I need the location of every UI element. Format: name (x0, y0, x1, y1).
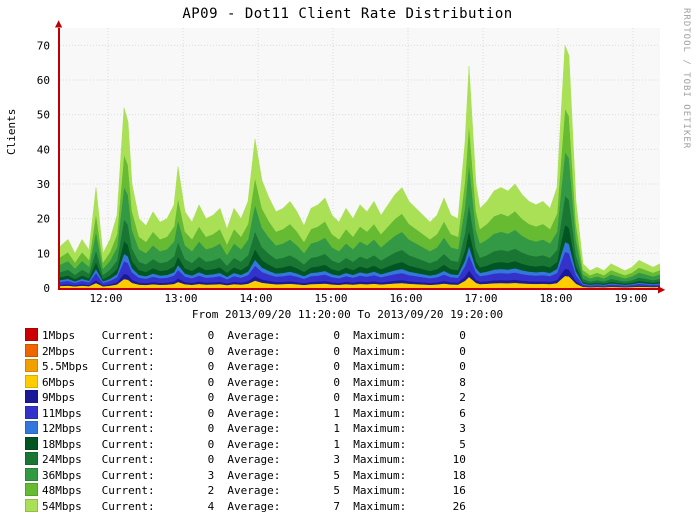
watermark: RRDTOOL / TOBI OETIKER (681, 8, 691, 149)
svg-text:30: 30 (37, 178, 50, 191)
legend-row: 12Mbps Current: 0 Average: 1 Maximum: 3 (25, 421, 466, 437)
legend-text: 18Mbps Current: 0 Average: 1 Maximum: 5 (42, 438, 466, 451)
legend-text: 6Mbps Current: 0 Average: 0 Maximum: 8 (42, 376, 466, 389)
legend-text: 11Mbps Current: 0 Average: 1 Maximum: 6 (42, 407, 466, 420)
svg-text:19:00: 19:00 (614, 292, 647, 305)
svg-text:17:00: 17:00 (464, 292, 497, 305)
legend-row: 36Mbps Current: 3 Average: 5 Maximum: 18 (25, 468, 466, 484)
legend-row: 11Mbps Current: 0 Average: 1 Maximum: 6 (25, 406, 466, 422)
plot-svg (60, 28, 660, 288)
legend-swatch (25, 359, 38, 372)
svg-text:13:00: 13:00 (164, 292, 197, 305)
legend-text: 24Mbps Current: 0 Average: 3 Maximum: 10 (42, 453, 466, 466)
svg-text:16:00: 16:00 (389, 292, 422, 305)
legend-text: 36Mbps Current: 3 Average: 5 Maximum: 18 (42, 469, 466, 482)
legend-swatch (25, 452, 38, 465)
time-range-caption: From 2013/09/20 11:20:00 To 2013/09/20 1… (0, 308, 695, 321)
svg-text:20: 20 (37, 213, 50, 226)
svg-text:15:00: 15:00 (314, 292, 347, 305)
svg-text:18:00: 18:00 (539, 292, 572, 305)
svg-text:12:00: 12:00 (89, 292, 122, 305)
svg-text:70: 70 (37, 39, 50, 52)
legend-swatch (25, 406, 38, 419)
legend: 1Mbps Current: 0 Average: 0 Maximum: 0 2M… (25, 328, 466, 514)
svg-text:40: 40 (37, 143, 50, 156)
legend-row: 2Mbps Current: 0 Average: 0 Maximum: 0 (25, 344, 466, 360)
legend-row: 6Mbps Current: 0 Average: 0 Maximum: 8 (25, 375, 466, 391)
svg-text:14:00: 14:00 (239, 292, 272, 305)
legend-row: 54Mbps Current: 4 Average: 7 Maximum: 26 (25, 499, 466, 514)
legend-swatch (25, 483, 38, 496)
y-axis-ticks: 0 10 20 30 40 50 60 70 (0, 28, 58, 318)
legend-text: 48Mbps Current: 2 Average: 5 Maximum: 16 (42, 484, 466, 497)
plot-area (58, 28, 660, 290)
legend-text: 9Mbps Current: 0 Average: 0 Maximum: 2 (42, 391, 466, 404)
legend-text: 54Mbps Current: 4 Average: 7 Maximum: 26 (42, 500, 466, 513)
legend-row: 18Mbps Current: 0 Average: 1 Maximum: 5 (25, 437, 466, 453)
svg-text:50: 50 (37, 109, 50, 122)
legend-swatch (25, 328, 38, 341)
svg-text:60: 60 (37, 74, 50, 87)
legend-swatch (25, 437, 38, 450)
legend-swatch (25, 344, 38, 357)
legend-text: 12Mbps Current: 0 Average: 1 Maximum: 3 (42, 422, 466, 435)
legend-row: 9Mbps Current: 0 Average: 0 Maximum: 2 (25, 390, 466, 406)
legend-swatch (25, 421, 38, 434)
legend-row: 1Mbps Current: 0 Average: 0 Maximum: 0 (25, 328, 466, 344)
chart-container: AP09 - Dot11 Client Rate Distribution Cl… (0, 0, 695, 508)
legend-row: 48Mbps Current: 2 Average: 5 Maximum: 16 (25, 483, 466, 499)
svg-text:10: 10 (37, 247, 50, 260)
x-axis-ticks: 12:00 13:00 14:00 15:00 16:00 17:00 18:00 19:00 (58, 290, 695, 310)
legend-text: 1Mbps Current: 0 Average: 0 Maximum: 0 (42, 329, 466, 342)
legend-swatch (25, 468, 38, 481)
legend-text: 5.5Mbps Current: 0 Average: 0 Maximum: 0 (42, 360, 466, 373)
legend-text: 2Mbps Current: 0 Average: 0 Maximum: 0 (42, 345, 466, 358)
legend-swatch (25, 375, 38, 388)
svg-text:0: 0 (43, 282, 50, 295)
legend-row: 5.5Mbps Current: 0 Average: 0 Maximum: 0 (25, 359, 466, 375)
legend-swatch (25, 499, 38, 512)
legend-row: 24Mbps Current: 0 Average: 3 Maximum: 10 (25, 452, 466, 468)
chart-title: AP09 - Dot11 Client Rate Distribution (0, 6, 695, 22)
legend-swatch (25, 390, 38, 403)
